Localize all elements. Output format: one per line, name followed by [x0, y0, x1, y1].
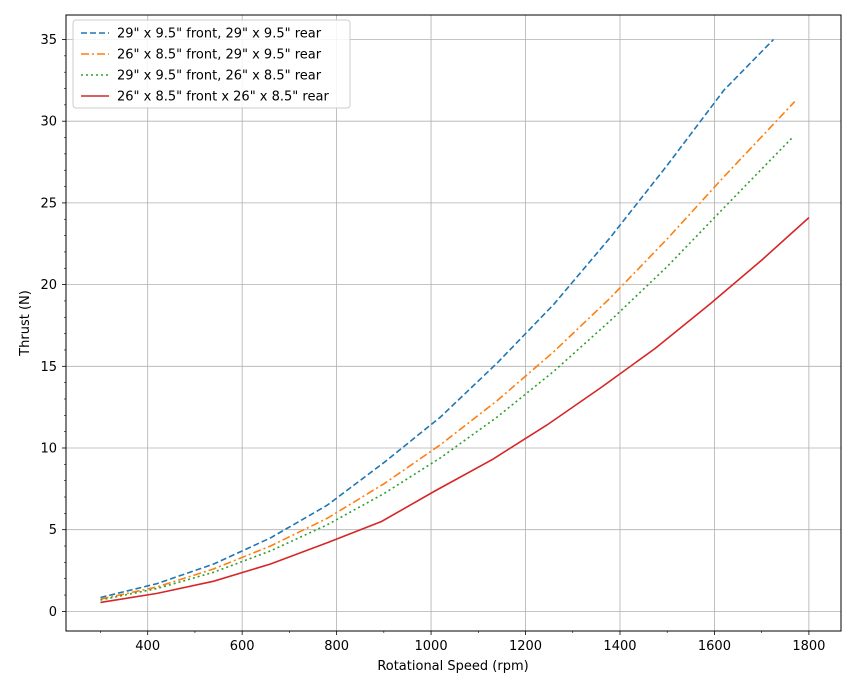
grid-lines — [66, 15, 841, 631]
legend-entry-label: 26" x 8.5" front x 26" x 8.5" rear — [117, 90, 329, 105]
y-tick-label: 35 — [40, 33, 57, 48]
y-axis-ticks: 0 5 10 15 20 25 30 35 — [40, 33, 66, 620]
legend-entry-label: 29" x 9.5" front, 29" x 9.5" rear — [117, 27, 322, 42]
legend: 29" x 9.5" front, 29" x 9.5" rear 26" x 8… — [72, 19, 351, 109]
x-tick-label: 800 — [324, 639, 349, 654]
y-tick-label: 25 — [40, 196, 57, 211]
legend-entry-label: 26" x 8.5" front, 29" x 9.5" rear — [117, 48, 322, 63]
y-tick-label: 10 — [40, 441, 57, 456]
x-tick-label: 1400 — [603, 639, 636, 654]
y-axis-label: Thrust (N) — [18, 290, 33, 357]
x-tick-label: 400 — [135, 639, 160, 654]
series-line-3 — [100, 136, 793, 601]
x-tick-label: 1200 — [509, 639, 542, 654]
legend-box — [72, 19, 351, 109]
series-line-1 — [100, 38, 775, 599]
y-tick-label: 5 — [49, 523, 57, 538]
x-tick-label: 600 — [230, 639, 255, 654]
y-tick-label: 15 — [40, 360, 57, 375]
x-tick-label: 1800 — [792, 639, 825, 654]
series-lines — [100, 38, 810, 604]
x-axis-ticks: 400 600 800 1000 1200 1400 1600 1800 — [100, 631, 825, 654]
series-line-2 — [100, 101, 796, 600]
series-line-4 — [100, 217, 810, 604]
y-tick-label: 0 — [49, 605, 57, 620]
x-axis-label: Rotational Speed (rpm) — [377, 659, 528, 674]
y-tick-label: 20 — [40, 278, 57, 293]
plot-frame — [65, 14, 842, 632]
legend-entry-label: 29" x 9.5" front, 26" x 8.5" rear — [117, 69, 322, 84]
x-tick-label: 1000 — [415, 639, 448, 654]
y-tick-label: 30 — [40, 115, 57, 130]
x-tick-label: 1600 — [698, 639, 731, 654]
